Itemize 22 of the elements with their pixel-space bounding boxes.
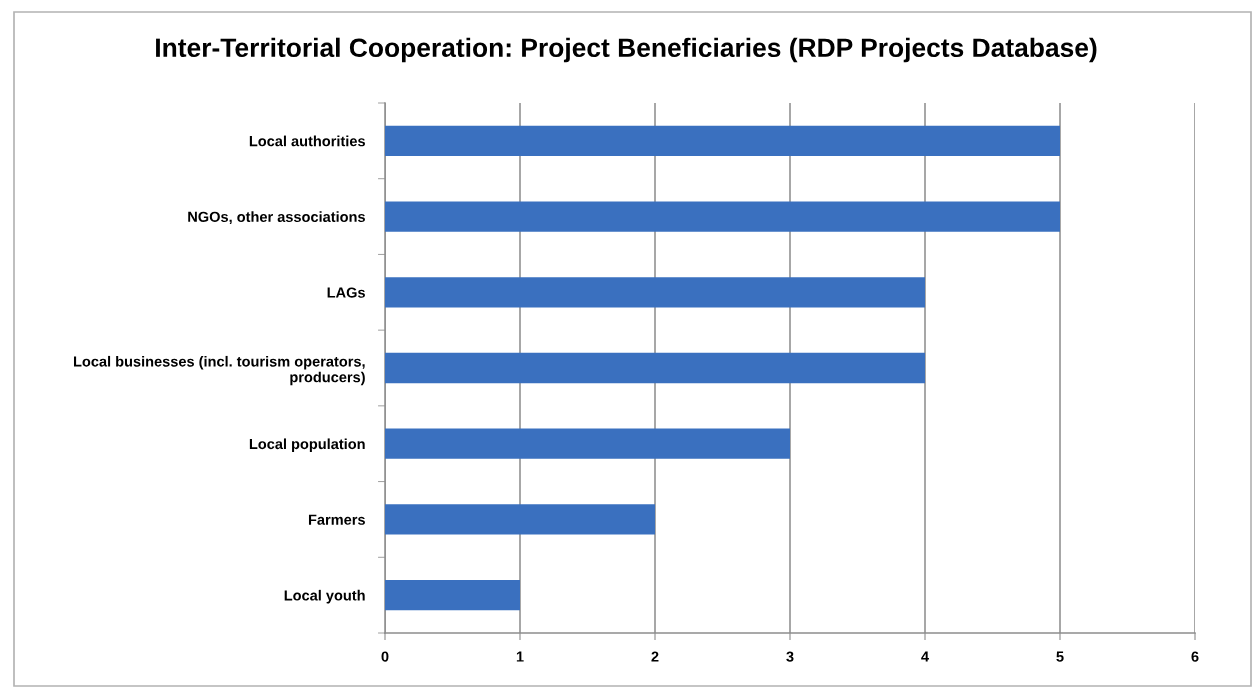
chart-title: Inter-Territorial Cooperation: Project Beneficiaries (RDP Projects Database) (156, 37, 1097, 63)
x-tick-label: 0 (381, 651, 389, 662)
x-tick-label: 3 (786, 651, 794, 662)
y-tick-label: Local youth (284, 589, 365, 604)
y-tick-label: NGOs, other associations (188, 211, 365, 225)
y-tick-label: Local authorities (249, 135, 365, 147)
bar (385, 352, 925, 384)
y-tick-label: LAGs (327, 287, 365, 298)
bar (385, 504, 655, 535)
x-tick-label: 6 (1191, 651, 1199, 662)
bar (385, 277, 925, 308)
x-tick-label: 5 (1056, 651, 1064, 662)
bar (385, 125, 1060, 156)
bar (385, 201, 1060, 232)
x-tick-label: 1 (516, 651, 524, 662)
x-tick-label: 4 (921, 651, 929, 662)
bar (385, 580, 520, 611)
bar (385, 428, 790, 459)
y-tick-label: Local population (249, 438, 365, 453)
x-tick-label: 2 (651, 651, 659, 662)
y-tick-label: Local businesses (incl. tourism operators, producers) (74, 355, 365, 386)
y-tick-label: Farmers (308, 514, 365, 525)
